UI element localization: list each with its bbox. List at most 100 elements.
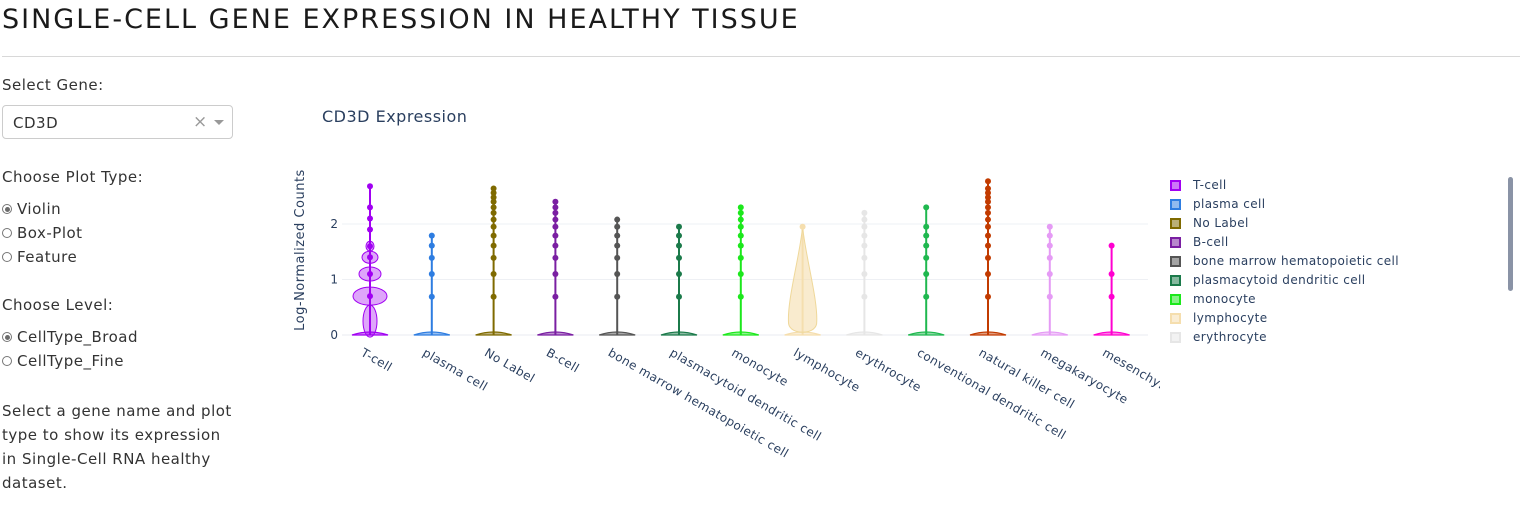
violin-body bbox=[1031, 331, 1068, 336]
violin-body bbox=[1093, 331, 1130, 336]
data-point bbox=[923, 232, 930, 239]
radio-feature[interactable]: Feature bbox=[2, 248, 77, 266]
radio-box-plot[interactable]: Box-Plot bbox=[2, 224, 83, 242]
clear-icon[interactable]: × bbox=[193, 112, 208, 132]
chevron-down-icon[interactable] bbox=[214, 120, 224, 125]
legend-item[interactable]: No Label bbox=[1170, 216, 1249, 230]
data-point bbox=[861, 270, 868, 277]
radio-celltype-fine[interactable]: CellType_Fine bbox=[2, 352, 124, 370]
legend-item[interactable]: erythrocyte bbox=[1170, 330, 1267, 344]
data-point bbox=[985, 216, 991, 223]
data-point bbox=[552, 293, 559, 300]
data-point bbox=[552, 232, 559, 239]
data-point bbox=[1046, 242, 1053, 249]
x-tick-label: T-cell bbox=[358, 345, 395, 374]
legend-item[interactable]: plasma cell bbox=[1170, 197, 1265, 211]
data-point bbox=[614, 242, 621, 249]
legend-swatch bbox=[1170, 274, 1181, 286]
radio-button[interactable] bbox=[2, 252, 12, 262]
legend-swatch bbox=[1170, 217, 1181, 229]
x-tick-label: lymphocyte bbox=[791, 345, 863, 394]
violin-chart[interactable]: 0 1 2 Log-Normalized Counts T-cell plasma cel… bbox=[280, 160, 1160, 520]
data-point bbox=[1108, 270, 1115, 277]
data-point bbox=[985, 232, 991, 239]
chart-legend[interactable]: T-cell plasma cell No Label B-cell bone marr… bbox=[1170, 178, 1500, 346]
data-point bbox=[490, 204, 497, 211]
legend-swatch bbox=[1170, 198, 1181, 210]
title-divider bbox=[2, 56, 1520, 57]
data-point bbox=[552, 198, 559, 205]
data-point bbox=[923, 293, 930, 300]
y-tick-label: 0 bbox=[330, 328, 338, 342]
gene-select[interactable]: CD3D × bbox=[2, 105, 233, 139]
violin-body bbox=[846, 331, 883, 336]
legend-swatch bbox=[1170, 312, 1181, 324]
gene-label: Select Gene: bbox=[2, 76, 104, 94]
data-point bbox=[985, 293, 991, 300]
data-point bbox=[985, 204, 991, 211]
violin-body bbox=[351, 331, 389, 336]
radio-label: Box-Plot bbox=[17, 224, 83, 242]
data-point bbox=[985, 209, 991, 216]
data-point bbox=[737, 270, 744, 277]
data-point bbox=[490, 194, 497, 201]
legend-item[interactable]: bone marrow hematopoietic cell bbox=[1170, 254, 1399, 268]
data-point bbox=[985, 185, 991, 192]
data-point bbox=[923, 270, 930, 277]
legend-item[interactable]: plasmacytoid dendritic cell bbox=[1170, 273, 1366, 287]
data-point bbox=[428, 293, 435, 300]
legend-item[interactable]: monocyte bbox=[1170, 292, 1256, 306]
data-point bbox=[676, 242, 682, 249]
legend-item[interactable]: T-cell bbox=[1170, 178, 1227, 192]
data-point bbox=[737, 232, 744, 239]
legend-item[interactable]: B-cell bbox=[1170, 235, 1229, 249]
data-point bbox=[428, 254, 435, 261]
data-point bbox=[985, 270, 991, 277]
legend-label: T-cell bbox=[1193, 178, 1227, 192]
violin-body bbox=[787, 226, 818, 333]
radio-button[interactable] bbox=[2, 204, 12, 214]
data-point bbox=[614, 293, 621, 300]
data-point bbox=[737, 242, 744, 249]
legend-label: plasma cell bbox=[1193, 197, 1266, 211]
data-point bbox=[737, 204, 744, 211]
data-point bbox=[490, 216, 497, 223]
data-point bbox=[861, 293, 868, 300]
data-point bbox=[1046, 270, 1053, 277]
radio-button[interactable] bbox=[2, 228, 12, 238]
data-point bbox=[923, 242, 930, 249]
radio-button[interactable] bbox=[2, 356, 12, 366]
legend-scrollbar[interactable] bbox=[1508, 177, 1513, 291]
legend-item[interactable]: lymphocyte bbox=[1170, 311, 1267, 325]
data-point bbox=[490, 198, 497, 205]
data-point bbox=[614, 270, 621, 277]
data-point bbox=[737, 209, 744, 216]
violin-body bbox=[413, 331, 450, 336]
radio-celltype-broad[interactable]: CellType_Broad bbox=[2, 328, 138, 346]
data-point bbox=[861, 216, 868, 223]
data-point bbox=[861, 223, 868, 230]
data-point bbox=[614, 254, 621, 261]
data-point bbox=[985, 189, 991, 196]
radio-label: Feature bbox=[17, 248, 78, 266]
data-point bbox=[985, 194, 991, 201]
data-point bbox=[367, 204, 373, 211]
violin-body bbox=[660, 331, 698, 336]
data-point bbox=[552, 223, 559, 230]
radio-violin[interactable]: Violin bbox=[2, 200, 61, 218]
data-point bbox=[367, 293, 373, 300]
legend-swatch bbox=[1170, 293, 1181, 305]
data-point bbox=[1046, 254, 1053, 261]
data-point bbox=[676, 270, 682, 277]
data-point bbox=[367, 215, 373, 222]
x-tick-label: No Label bbox=[482, 345, 537, 385]
radio-button[interactable] bbox=[2, 332, 12, 342]
data-point bbox=[367, 226, 373, 233]
violin-body bbox=[599, 331, 636, 336]
legend-label: monocyte bbox=[1193, 292, 1256, 306]
description-text: Select a gene name and plot type to show… bbox=[2, 402, 232, 492]
data-point bbox=[861, 232, 868, 239]
x-tick-label: mesenchymal stem cell of the bone marrow bbox=[1100, 345, 1160, 497]
data-point bbox=[1046, 293, 1053, 300]
data-point bbox=[428, 270, 435, 277]
